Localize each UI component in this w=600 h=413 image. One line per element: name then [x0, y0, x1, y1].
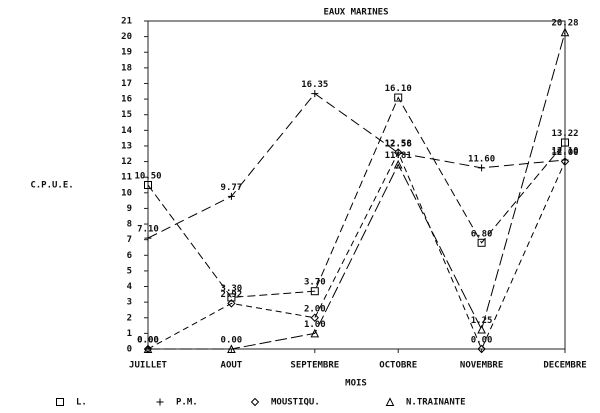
legend-label: P.M. [176, 398, 198, 408]
y-tick-label: 8 [127, 220, 132, 230]
series-line [147, 92, 566, 239]
data-label: 2.00 [304, 304, 326, 314]
data-point [227, 293, 236, 302]
legend-label: N.TRAINANTE [406, 398, 466, 408]
legend-symbol [56, 398, 64, 406]
data-label: 3.30 [221, 284, 243, 294]
data-label: 6.80 [471, 229, 493, 239]
data-label: 13.22 [551, 129, 578, 139]
data-label: 11.81 [385, 151, 412, 161]
data-point [143, 344, 153, 353]
y-tick-label: 5 [127, 266, 132, 276]
y-tick-label: 15 [121, 110, 132, 120]
data-label: 0.00 [471, 336, 493, 346]
y-tick-label: 11 [121, 173, 132, 183]
y-tick-label: 0 [127, 345, 132, 355]
chart-title: EAUX MARINES [323, 8, 388, 18]
series-line [147, 96, 566, 298]
data-label: 3.70 [304, 278, 326, 288]
y-tick-label: 1 [127, 329, 132, 339]
legend-label: MOUSTIQU. [271, 398, 320, 408]
series-line [147, 151, 566, 351]
x-tick-label: JUILLET [129, 361, 168, 371]
legend-symbol [156, 398, 164, 406]
data-point [394, 93, 403, 102]
data-point [144, 181, 152, 189]
y-tick-label: 6 [127, 251, 132, 261]
legend-symbol [250, 397, 260, 407]
data-label: 16.10 [385, 84, 412, 94]
data-point [560, 157, 570, 166]
data-label: 12.10 [551, 147, 578, 157]
data-label: 1.00 [304, 320, 326, 330]
data-label: 7.10 [137, 225, 159, 235]
data-point [561, 138, 569, 147]
data-label: 0.00 [137, 336, 159, 346]
data-point [311, 90, 319, 98]
x-tick-label: NOVEMBRE [460, 361, 503, 371]
data-label: 9.77 [221, 183, 243, 193]
y-tick-label: 9 [127, 204, 132, 214]
data-label: 1.25 [471, 316, 493, 326]
y-tick-label: 7 [127, 235, 132, 245]
data-label: 10.50 [134, 172, 161, 182]
data-point [393, 148, 403, 157]
x-tick-label: SEPTEMBRE [290, 361, 339, 371]
y-tick-label: 20 [121, 32, 132, 42]
y-tick-label: 14 [121, 126, 132, 136]
data-label: 16.35 [301, 80, 328, 90]
series-line [148, 32, 566, 350]
y-tick-label: 10 [121, 188, 132, 198]
data-point [477, 324, 486, 334]
data-label: 11.60 [468, 154, 495, 164]
data-point [560, 27, 570, 37]
data-point [227, 192, 235, 200]
data-label: 0.00 [137, 336, 159, 346]
data-point [477, 238, 486, 247]
data-point [478, 164, 486, 172]
y-tick-label: 3 [127, 298, 132, 308]
y-tick-label: 19 [121, 48, 132, 58]
y-tick-label: 21 [121, 17, 132, 27]
y-axis-label: C.P.U.E. [30, 181, 73, 191]
data-point [227, 299, 236, 308]
data-point [477, 344, 486, 354]
data-label: 20.28 [551, 19, 578, 29]
x-axis-label: MOIS [345, 379, 367, 389]
legend-symbol [385, 397, 395, 406]
data-point [310, 287, 319, 296]
y-tick-label: 13 [121, 141, 132, 151]
y-tick-label: 12 [121, 157, 132, 167]
data-point [310, 328, 320, 338]
data-label: 0.00 [221, 336, 243, 346]
legend-label: L. [76, 398, 87, 408]
y-tick-label: 2 [127, 313, 132, 323]
data-label: 2.92 [221, 290, 243, 300]
x-tick-label: OCTOBRE [379, 361, 417, 371]
data-label: 12.58 [385, 139, 412, 149]
x-tick-label: AOUT [221, 361, 243, 371]
y-tick-label: 4 [127, 282, 133, 292]
data-point [393, 159, 403, 169]
x-tick-label: DECEMBRE [543, 361, 586, 371]
y-tick-label: 17 [121, 79, 132, 89]
plot-frame [147, 20, 566, 350]
data-point [310, 313, 320, 322]
y-tick-label: 18 [121, 63, 132, 73]
data-label: 12.56 [385, 139, 412, 149]
data-point [227, 344, 236, 353]
y-tick-label: 16 [121, 95, 132, 105]
data-label: 12.00 [551, 148, 578, 158]
data-point [144, 234, 152, 242]
